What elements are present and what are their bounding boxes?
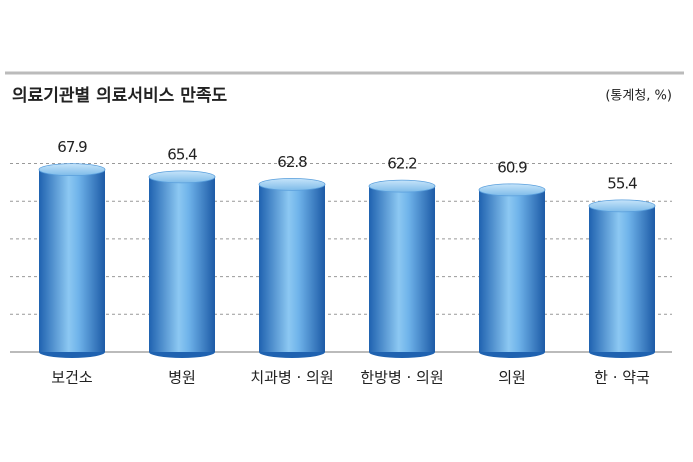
value-label: 62.2 [387,155,417,173]
bar [369,186,435,352]
value-label: 65.4 [167,145,197,163]
x-tick-label: 한방병 · 의원 [360,369,443,387]
chart-title: 의료기관별 의료서비스 만족도 [12,86,228,106]
bar [479,189,545,352]
bar [589,205,655,352]
bar [39,169,105,352]
value-label: 67.9 [57,138,87,156]
x-tick-label: 한 · 약국 [594,369,650,387]
x-tick-label: 치과병 · 의원 [250,369,333,387]
x-tick-label: 보건소 [51,369,93,387]
bar [149,176,215,352]
value-label: 62.8 [277,153,307,171]
bar-top [478,183,546,197]
bar [259,184,325,352]
bar-top [368,179,436,193]
bar-top [148,170,216,184]
x-tick-label: 병원 [168,369,196,387]
bar-top [258,177,326,191]
value-label: 60.9 [497,158,527,176]
x-tick-label: 의원 [498,369,526,387]
value-label: 55.4 [607,174,637,192]
bar-top [38,163,106,176]
source: (통계청, %) [605,89,672,104]
bar-top [588,199,656,213]
